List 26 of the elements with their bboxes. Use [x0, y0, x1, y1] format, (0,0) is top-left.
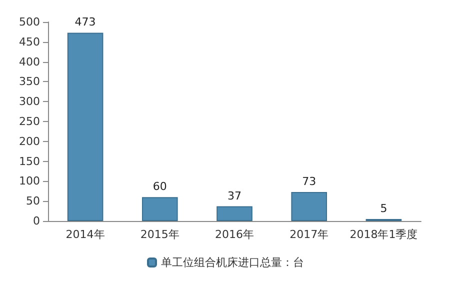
data-label: 73 [302, 174, 316, 188]
y-tick-label: 350 [19, 75, 40, 88]
data-label: 5 [380, 202, 388, 216]
y-tick-label: 200 [19, 134, 40, 148]
bar [67, 32, 104, 221]
legend-label: 单工位组合机床进口总量：台 [161, 256, 304, 269]
y-tick-label: 450 [19, 35, 40, 48]
bar [291, 192, 328, 221]
x-tick-label: 2014年 [66, 228, 105, 241]
y-tick-label: 400 [19, 55, 40, 68]
x-tick-label: 2016年 [215, 228, 254, 241]
x-tick-label: 2017年 [290, 228, 329, 241]
bar [216, 206, 252, 221]
data-label: 37 [228, 189, 242, 202]
y-tick-label: 100 [19, 174, 40, 188]
y-tick-label: 300 [19, 95, 40, 108]
x-tick-label: 2018年1季度 [350, 228, 418, 241]
y-tick-label: 150 [19, 154, 40, 168]
data-label: 60 [152, 180, 167, 194]
x-tick-label: 2015年 [140, 228, 180, 241]
y-tick-label: 0 [33, 214, 40, 228]
y-tick-label: 250 [19, 115, 40, 128]
bar [142, 197, 178, 221]
y-tick-label: 500 [19, 16, 40, 28]
data-label: 473 [74, 16, 96, 29]
y-tick-label: 50 [26, 194, 40, 208]
